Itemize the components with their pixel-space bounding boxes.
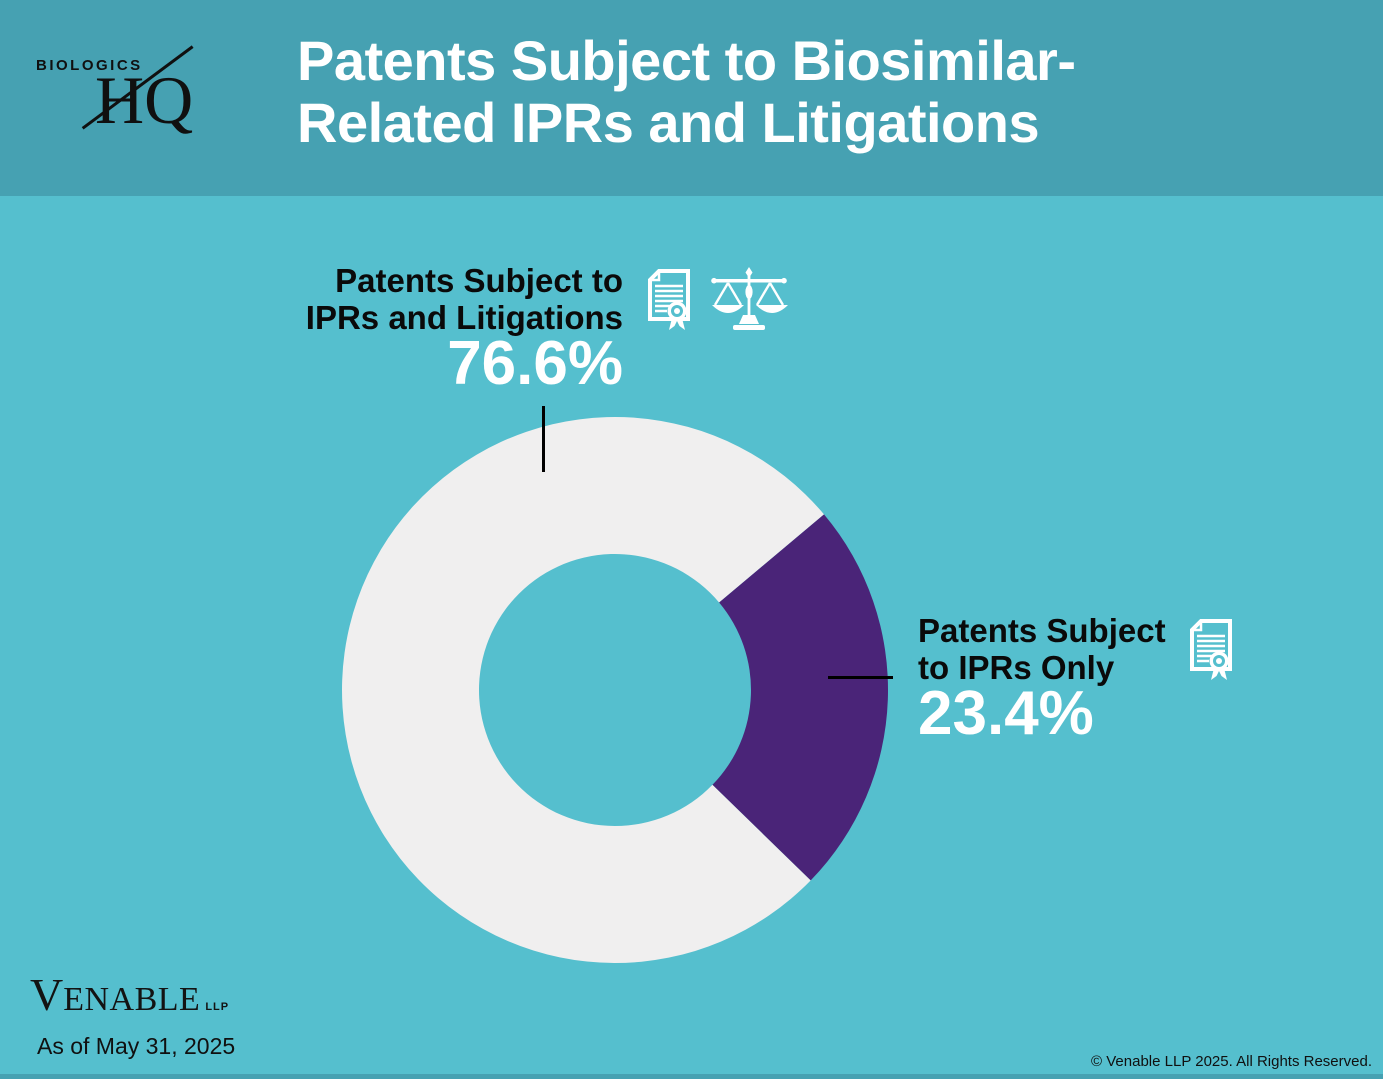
label-line: Patents Subject to bbox=[335, 262, 623, 299]
header-band: BIOLOGICS HQ Patents Subject to Biosimil… bbox=[0, 0, 1383, 196]
page-title-line1: Patents Subject to Biosimilar- bbox=[297, 29, 1076, 92]
callout-line-right bbox=[828, 676, 893, 679]
biologicshq-logo: BIOLOGICS HQ bbox=[0, 0, 280, 196]
venable-logo-initial: V bbox=[30, 969, 64, 1020]
donut-chart bbox=[342, 417, 889, 964]
label-line: IPRs and Litigations bbox=[305, 299, 623, 336]
label-line: to IPRs Only bbox=[918, 649, 1115, 686]
venable-logo-rest: ENABLE bbox=[63, 981, 201, 1018]
value-iprs-and-litigations: 76.6% bbox=[447, 329, 623, 398]
certificate-icon bbox=[648, 269, 690, 332]
page-title-line2: Related IPRs and Litigations bbox=[297, 91, 1040, 154]
label-iprs-only: Patents Subject to IPRs Only 23.4% bbox=[918, 612, 1166, 748]
callout-line-left bbox=[542, 406, 545, 472]
page-title: Patents Subject to Biosimilar- Related I… bbox=[297, 30, 1076, 154]
venable-logo-llp: LLP bbox=[205, 1001, 230, 1013]
venable-logo: VENABLE LLP bbox=[30, 972, 229, 1019]
donut-slice bbox=[342, 417, 825, 964]
label-line: Patents Subject bbox=[918, 612, 1166, 649]
bottom-accent-bar bbox=[0, 1074, 1383, 1079]
scales-of-justice-icon bbox=[710, 267, 790, 332]
label-iprs-and-litigations: Patents Subject to IPRs and Litigations … bbox=[305, 262, 623, 398]
as-of-date: As of May 31, 2025 bbox=[37, 1033, 236, 1059]
copyright-notice: © Venable LLP 2025. All Rights Reserved. bbox=[1091, 1053, 1372, 1070]
certificate-icon bbox=[1190, 619, 1232, 682]
logo-biologics-text: BIOLOGICS bbox=[36, 57, 143, 74]
logo-hq-text: HQ bbox=[95, 62, 194, 138]
donut-slice bbox=[712, 514, 889, 881]
value-iprs-only: 23.4% bbox=[918, 679, 1094, 748]
